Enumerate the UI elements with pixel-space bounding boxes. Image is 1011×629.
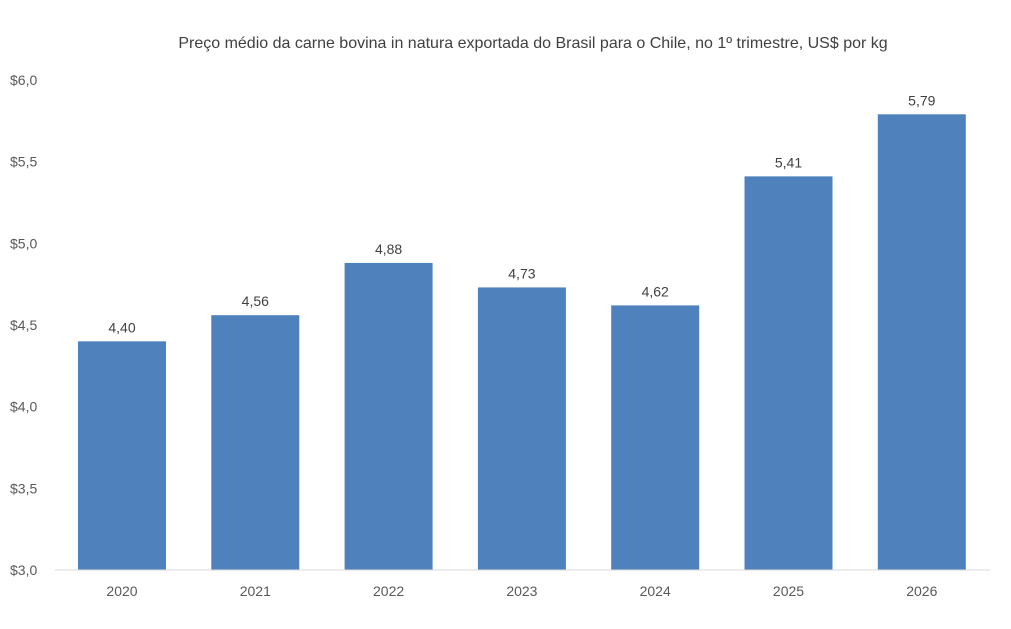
data-label: 4,40 <box>108 319 135 335</box>
bars: 4,40 4,56 4,88 4,73 4,62 5,41 5,79 <box>78 92 966 571</box>
y-axis: $3,0 $3,5 $4,0 $4,5 $5,0 $5,5 $6,0 <box>10 72 37 578</box>
x-tick-label: 2023 <box>506 583 537 599</box>
data-label: 5,79 <box>908 92 935 108</box>
y-tick-label: $6,0 <box>10 72 37 88</box>
bar-2020 <box>78 341 166 570</box>
y-tick-label: $4,5 <box>10 317 37 333</box>
bar-2023 <box>477 287 566 570</box>
x-tick-label: 2025 <box>773 583 804 599</box>
x-tick-label: 2026 <box>906 583 937 599</box>
y-tick-label: $3,5 <box>10 480 37 496</box>
bar-2024 <box>611 305 700 570</box>
data-label: 4,73 <box>508 265 535 281</box>
bar-2021 <box>211 315 300 570</box>
y-tick-label: $5,0 <box>10 235 37 251</box>
x-tick-label: 2021 <box>240 583 271 599</box>
y-tick-label: $5,5 <box>10 154 37 170</box>
data-label: 4,56 <box>242 293 269 309</box>
bar-2022 <box>344 262 433 570</box>
bar-2025 <box>744 176 833 570</box>
data-label: 5,41 <box>775 154 802 170</box>
y-tick-label: $4,0 <box>10 399 37 415</box>
x-axis: 2020 2021 2022 2023 2024 2025 2026 <box>106 583 937 599</box>
bar-2026 <box>877 114 966 571</box>
x-tick-label: 2024 <box>640 583 671 599</box>
x-tick-label: 2022 <box>373 583 404 599</box>
x-tick-label: 2020 <box>106 583 137 599</box>
chart-title: Preço médio da carne bovina in natura ex… <box>178 35 887 52</box>
data-label: 4,88 <box>375 241 402 257</box>
y-tick-label: $3,0 <box>10 562 37 578</box>
data-label: 4,62 <box>642 283 669 299</box>
